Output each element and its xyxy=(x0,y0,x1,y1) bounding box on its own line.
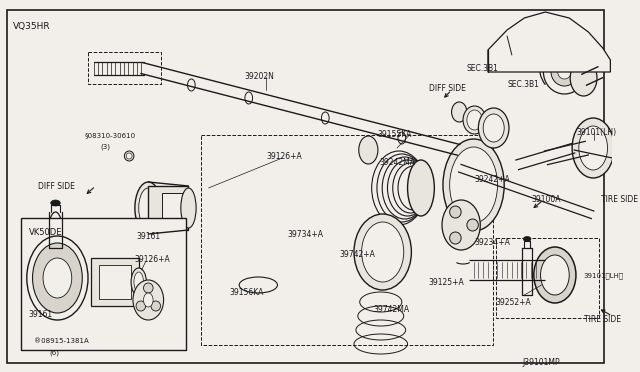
Bar xyxy=(201,135,493,345)
Text: DIFF SIDE: DIFF SIDE xyxy=(429,84,465,93)
Text: ®08915-1381A: ®08915-1381A xyxy=(35,338,89,344)
Text: 39742+A: 39742+A xyxy=(340,250,376,259)
Text: 39161: 39161 xyxy=(29,310,53,319)
Ellipse shape xyxy=(478,108,509,148)
Ellipse shape xyxy=(321,112,329,124)
Circle shape xyxy=(136,301,146,311)
Bar xyxy=(99,265,131,299)
Circle shape xyxy=(450,206,461,218)
Ellipse shape xyxy=(135,182,162,234)
Ellipse shape xyxy=(133,280,164,320)
Ellipse shape xyxy=(33,243,83,313)
Text: 39125+A: 39125+A xyxy=(429,278,465,287)
Circle shape xyxy=(143,283,153,293)
Bar xyxy=(162,193,188,223)
Text: SEC.3B1: SEC.3B1 xyxy=(507,80,539,89)
Text: 39252+A: 39252+A xyxy=(495,298,531,307)
Ellipse shape xyxy=(139,188,158,228)
Ellipse shape xyxy=(134,272,143,292)
Ellipse shape xyxy=(143,293,153,307)
Ellipse shape xyxy=(450,147,497,223)
Text: VQ35HR: VQ35HR xyxy=(13,22,51,31)
Text: VK50DE: VK50DE xyxy=(29,228,62,237)
Text: §08310-30610: §08310-30610 xyxy=(84,132,135,138)
Ellipse shape xyxy=(27,236,88,320)
Ellipse shape xyxy=(534,247,576,303)
Circle shape xyxy=(124,151,134,161)
Bar xyxy=(91,258,139,306)
Ellipse shape xyxy=(541,255,569,295)
Circle shape xyxy=(551,58,578,86)
Ellipse shape xyxy=(359,136,378,164)
Ellipse shape xyxy=(354,214,412,290)
Text: J39101MP: J39101MP xyxy=(522,358,560,367)
Circle shape xyxy=(467,219,478,231)
Ellipse shape xyxy=(572,118,614,178)
Text: 39742MA: 39742MA xyxy=(373,305,409,314)
Text: 39156KA: 39156KA xyxy=(230,288,264,297)
Text: 39126+A: 39126+A xyxy=(134,255,170,264)
Ellipse shape xyxy=(483,114,504,142)
Text: (6): (6) xyxy=(50,350,60,356)
Ellipse shape xyxy=(51,200,60,206)
Bar xyxy=(495,238,599,318)
Ellipse shape xyxy=(442,200,480,250)
Text: TIRE SIDE: TIRE SIDE xyxy=(584,315,621,324)
Text: 39202N: 39202N xyxy=(244,72,274,81)
Ellipse shape xyxy=(398,132,406,144)
Circle shape xyxy=(151,301,161,311)
Text: 39100A: 39100A xyxy=(531,195,561,204)
Ellipse shape xyxy=(524,237,531,241)
Ellipse shape xyxy=(443,139,504,231)
Ellipse shape xyxy=(362,222,404,282)
Ellipse shape xyxy=(579,126,607,170)
Text: SEC.3B1: SEC.3B1 xyxy=(467,64,499,73)
Circle shape xyxy=(558,65,571,79)
Circle shape xyxy=(126,153,132,159)
Bar xyxy=(21,218,186,350)
Text: 39234+A: 39234+A xyxy=(474,238,511,247)
Text: 39242MA: 39242MA xyxy=(380,158,416,167)
Text: 39126+A: 39126+A xyxy=(266,152,301,161)
Bar xyxy=(148,186,188,230)
Ellipse shape xyxy=(408,160,435,216)
Circle shape xyxy=(450,232,461,244)
Text: 39101(LH): 39101(LH) xyxy=(576,128,616,137)
Ellipse shape xyxy=(131,268,147,296)
Ellipse shape xyxy=(467,110,482,130)
Ellipse shape xyxy=(245,92,253,104)
Text: 39155KA: 39155KA xyxy=(377,130,412,139)
Ellipse shape xyxy=(181,188,196,228)
Text: TIRE SIDE: TIRE SIDE xyxy=(601,195,638,204)
Text: 39161: 39161 xyxy=(137,232,161,241)
Ellipse shape xyxy=(570,60,597,96)
Ellipse shape xyxy=(188,79,195,91)
Ellipse shape xyxy=(43,258,72,298)
Circle shape xyxy=(543,50,586,94)
Text: 39101〈LH〉: 39101〈LH〉 xyxy=(584,272,624,279)
Text: DIFF SIDE: DIFF SIDE xyxy=(38,182,75,191)
Text: 39242+A: 39242+A xyxy=(474,175,510,184)
Polygon shape xyxy=(488,12,611,72)
Ellipse shape xyxy=(452,102,467,122)
Ellipse shape xyxy=(49,212,62,248)
Text: (3): (3) xyxy=(100,143,111,150)
Text: 39734+A: 39734+A xyxy=(287,230,323,239)
Ellipse shape xyxy=(463,106,486,134)
